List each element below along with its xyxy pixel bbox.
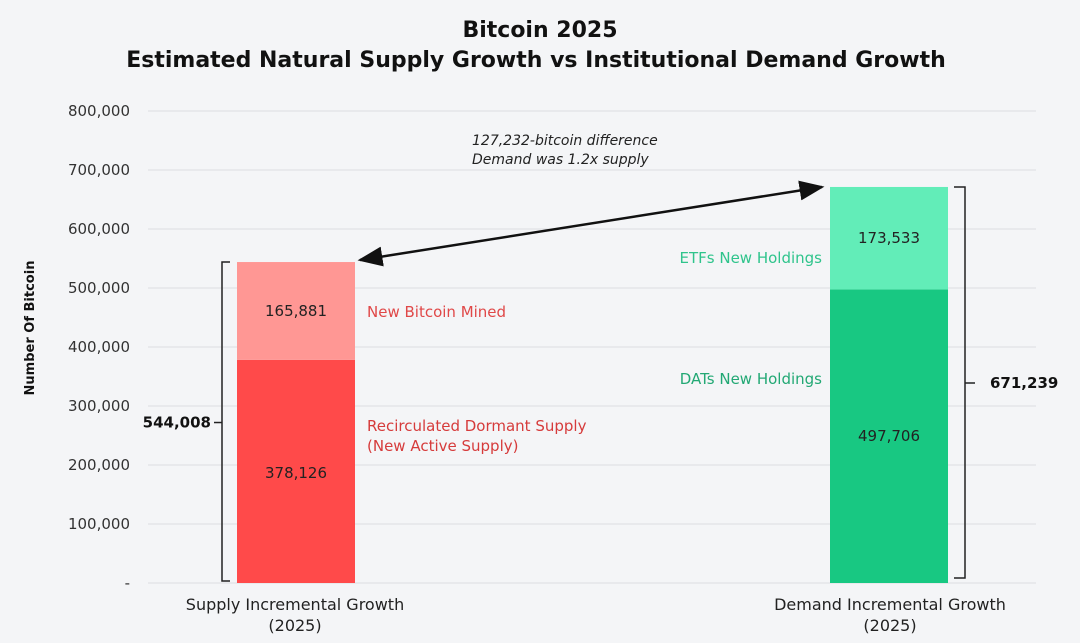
x-category-label: (2025) [863,616,916,635]
series-label: ETFs New Holdings [680,249,823,267]
bar-segment [237,359,355,583]
x-category-label: Demand Incremental Growth [774,595,1006,614]
series-label-line-2: (New Active Supply) [367,437,518,455]
y-axis-label: Number Of Bitcoin [23,261,38,396]
series-label: New Bitcoin Mined [367,303,506,321]
chart-title: Bitcoin 2025 [462,18,617,43]
y-tick-label: 700,000 [68,161,130,179]
segment-value-label: 497,706 [858,427,920,445]
bar-segment [237,262,355,360]
y-tick-label: 200,000 [68,456,130,474]
bars [237,186,948,583]
annotation-line-1: 127,232-bitcoin difference [472,133,658,149]
chart-subtitle: Estimated Natural Supply Growth vs Insti… [126,48,946,73]
annotation-line-2: Demand was 1.2x supply [472,152,649,168]
bar-segment [830,186,948,290]
total-label: 544,008 [143,414,211,432]
y-tick-label: 100,000 [68,515,130,533]
segment-value-label: 378,126 [265,464,327,482]
x-category-label: (2025) [268,616,321,635]
difference-arrow [357,180,825,267]
series-label: Recirculated Dormant Supply [367,417,587,435]
segment-value-label: 173,533 [858,229,920,247]
total-bracket [954,186,966,579]
series-label: DATs New Holdings [680,370,822,388]
total-bracket [221,261,230,582]
y-tick-label: 800,000 [68,102,130,120]
y-tick-label: 300,000 [68,397,130,415]
y-tick-label: - [125,574,130,592]
total-label: 671,239 [990,374,1058,392]
y-tick-label: 400,000 [68,338,130,356]
bar-segment [830,289,948,583]
y-tick-label: 500,000 [68,279,130,297]
segment-value-label: 165,881 [265,302,327,320]
x-category-label: Supply Incremental Growth [186,595,404,614]
y-tick-label: 600,000 [68,220,130,238]
